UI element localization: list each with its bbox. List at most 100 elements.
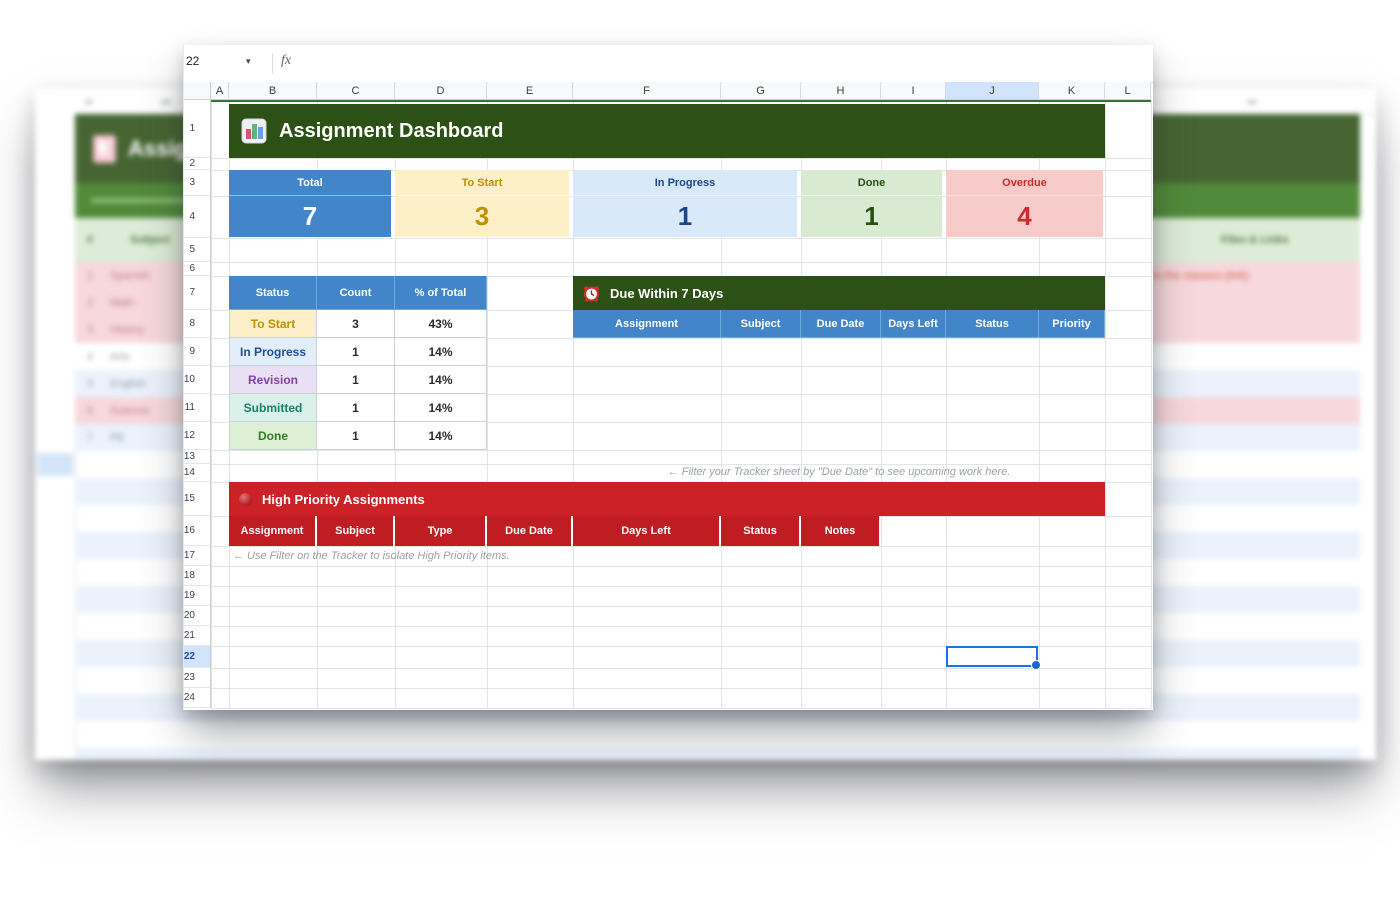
row-header-9[interactable]: 9 (184, 338, 211, 366)
due-header-due-date[interactable]: Due Date (801, 310, 881, 338)
priority-header-due-date[interactable]: Due Date (487, 516, 573, 546)
row-header-20[interactable]: 20 (184, 606, 211, 626)
row-header-12[interactable]: 12 (184, 422, 211, 450)
gridline-horizontal (211, 262, 1151, 263)
gridline-horizontal (211, 586, 1151, 587)
background-row-num: 7 (86, 431, 94, 444)
gridline-vertical (487, 100, 488, 708)
selected-cell-J22[interactable] (946, 646, 1041, 670)
fill-handle[interactable] (1031, 660, 1041, 670)
background-row-num: 6 (86, 404, 94, 417)
card-overdue-value: 4 (1017, 201, 1032, 231)
status-row-4-label[interactable]: Done (229, 422, 317, 450)
select-all-corner[interactable] (184, 82, 211, 100)
status-row-0-count[interactable]: 3 (317, 310, 395, 338)
gridline-vertical (1151, 100, 1152, 708)
row-header-16[interactable]: 16 (184, 516, 211, 546)
priority-header-assignment[interactable]: Assignment (229, 516, 317, 546)
card-overdue[interactable]: Overdue 4 (946, 170, 1103, 237)
status-row-3-count[interactable]: 1 (317, 394, 395, 422)
status-row-0-label[interactable]: To Start (229, 310, 317, 338)
background-row-subject: PE (110, 431, 125, 444)
card-to-start[interactable]: To Start 3 (395, 170, 569, 237)
row-header-11[interactable]: 11 (184, 394, 211, 422)
status-row-2-pct[interactable]: 14% (395, 366, 487, 394)
card-in-progress[interactable]: In Progress 1 (573, 170, 797, 237)
fx-icon: fx (281, 53, 292, 68)
status-row-3-pct[interactable]: 14% (395, 394, 487, 422)
row-header-4[interactable]: 4 (184, 196, 211, 238)
due-header-days-left[interactable]: Days Left (881, 310, 946, 338)
row-header-5[interactable]: 5 (184, 238, 211, 262)
row-header-10[interactable]: 10 (184, 366, 211, 394)
row-header-6[interactable]: 6 (184, 262, 211, 276)
row-header-18[interactable]: 18 (184, 566, 211, 586)
status-table-header-count[interactable]: Count (317, 276, 395, 310)
status-table-header-pct[interactable]: % of Total (395, 276, 487, 310)
status-row-0-pct[interactable]: 43% (395, 310, 487, 338)
background-row-num: 5 (86, 377, 94, 390)
column-header-E[interactable]: E (487, 82, 573, 100)
column-header-G[interactable]: G (721, 82, 801, 100)
row-header-19[interactable]: 19 (184, 586, 211, 606)
card-to-start-value: 3 (474, 201, 490, 231)
column-header-B[interactable]: B (229, 82, 317, 100)
dashboard-title: Assignment Dashboard (279, 119, 504, 142)
row-header-3[interactable]: 3 (184, 170, 211, 196)
column-header-F[interactable]: F (573, 82, 721, 100)
priority-header-days-left[interactable]: Days Left (573, 516, 721, 546)
card-total[interactable]: Total 7 (229, 170, 391, 237)
status-row-4-count[interactable]: 1 (317, 422, 395, 450)
priority-header-notes[interactable]: Notes (801, 516, 881, 546)
column-header-J[interactable]: J (946, 82, 1039, 100)
row-header-8[interactable]: 8 (184, 310, 211, 338)
row-header-13[interactable]: 13 (184, 450, 211, 464)
column-header-D[interactable]: D (395, 82, 487, 100)
background-row-link[interactable]: Go to the classics (link) (1135, 269, 1249, 282)
status-row-4-pct[interactable]: 14% (395, 422, 487, 450)
gridline-horizontal (211, 646, 1151, 647)
row-header-14[interactable]: 14 (184, 464, 211, 482)
status-row-3-label[interactable]: Submitted (229, 394, 317, 422)
gridline-horizontal (211, 238, 1151, 239)
card-done-value: 1 (864, 201, 879, 231)
frozen-row-rule (184, 100, 1151, 102)
row-header-1[interactable]: 1 (184, 100, 211, 158)
due-header-priority[interactable]: Priority (1039, 310, 1105, 338)
due-header-assignment[interactable]: Assignment (573, 310, 721, 338)
priority-header-status[interactable]: Status (721, 516, 801, 546)
row-header-15[interactable]: 15 (184, 482, 211, 516)
row-header-7[interactable]: 7 (184, 276, 211, 310)
column-header-I[interactable]: I (881, 82, 946, 100)
row-header-21[interactable]: 21 (184, 626, 211, 646)
card-done[interactable]: Done 1 (801, 170, 942, 237)
name-box-dropdown-icon[interactable]: ▾ (246, 56, 251, 66)
column-header-L[interactable]: L (1105, 82, 1151, 100)
column-header-H[interactable]: H (801, 82, 881, 100)
column-header-K[interactable]: K (1039, 82, 1105, 100)
due-header-subject[interactable]: Subject (721, 310, 801, 338)
priority-section-note: ← Use Filter on the Tracker to isolate H… (233, 550, 510, 562)
background-row-subject: Arts (110, 350, 130, 363)
row-header-17[interactable]: 17 (184, 546, 211, 566)
row-header-2[interactable]: 2 (184, 158, 211, 170)
gridline-horizontal (211, 566, 1151, 567)
priority-header-type[interactable]: Type (395, 516, 487, 546)
card-in-progress-label: In Progress (573, 170, 797, 196)
background-column-tick (161, 100, 171, 104)
row-header-22[interactable]: 22 (184, 646, 211, 668)
column-header-C[interactable]: C (317, 82, 395, 100)
column-header-A[interactable]: A (211, 82, 229, 100)
status-row-1-label[interactable]: In Progress (229, 338, 317, 366)
name-box[interactable]: 22 (186, 54, 200, 68)
row-header-23[interactable]: 23 (184, 668, 211, 688)
status-table-header-status[interactable]: Status (229, 276, 317, 310)
status-row-2-label[interactable]: Revision (229, 366, 317, 394)
due-header-status[interactable]: Status (946, 310, 1039, 338)
status-row-2-count[interactable]: 1 (317, 366, 395, 394)
row-header-24[interactable]: 24 (184, 688, 211, 708)
status-row-1-count[interactable]: 1 (317, 338, 395, 366)
priority-header-subject[interactable]: Subject (317, 516, 395, 546)
status-row-1-pct[interactable]: 14% (395, 338, 487, 366)
